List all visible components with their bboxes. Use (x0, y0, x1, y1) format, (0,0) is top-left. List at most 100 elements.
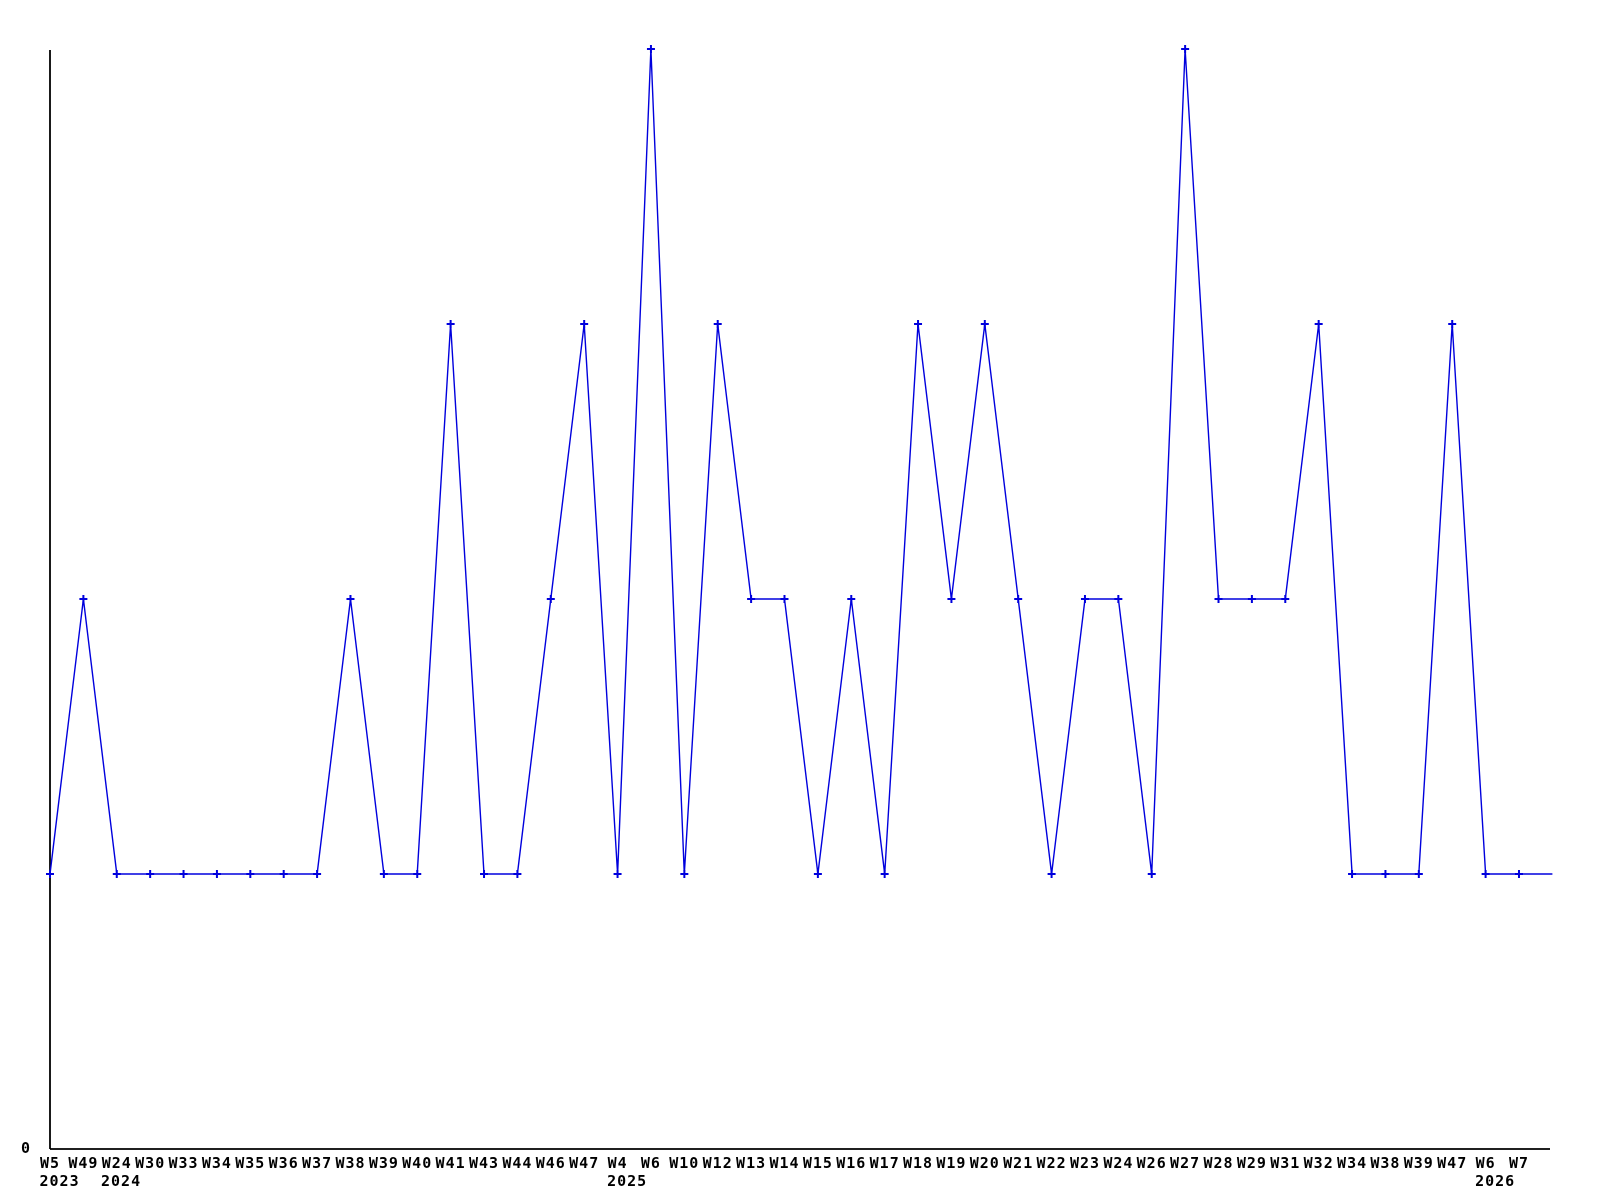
x-tick-label: W47 (1437, 1154, 1467, 1172)
data-point-marker (346, 595, 355, 603)
data-point-marker (1181, 45, 1190, 53)
data-point-marker (212, 870, 221, 878)
data-point-marker (1414, 870, 1423, 878)
x-tick-label: W21 (1003, 1154, 1033, 1172)
x-tick-label: W22 (1037, 1154, 1067, 1172)
x-tick-label: W16 (836, 1154, 866, 1172)
data-point-marker (747, 595, 756, 603)
data-point-marker (880, 870, 889, 878)
data-point-marker (947, 595, 956, 603)
data-point-marker (1348, 870, 1357, 878)
data-point-marker (446, 320, 455, 328)
y-axis-tick-label: 0 (21, 1139, 30, 1157)
axes (49, 50, 1550, 1150)
data-point-marker (379, 870, 388, 878)
data-point-marker (1047, 870, 1056, 878)
data-point-marker (980, 320, 989, 328)
x-tick-label: W19 (936, 1154, 966, 1172)
x-tick-label: W12 (703, 1154, 733, 1172)
data-point-marker (513, 870, 522, 878)
data-point-marker (413, 870, 422, 878)
x-tick-label: W10 (669, 1154, 699, 1172)
x-tick-label: W43 (469, 1154, 499, 1172)
data-point-marker (1314, 320, 1323, 328)
x-tick-label: W30 (135, 1154, 165, 1172)
data-point-marker (146, 870, 155, 878)
x-tick-label: W40 (402, 1154, 432, 1172)
data-point-marker (813, 870, 822, 878)
data-point-marker (246, 870, 255, 878)
data-point-marker (112, 870, 121, 878)
data-point-marker (480, 870, 489, 878)
data-point-marker (780, 595, 789, 603)
data-point-marker (847, 595, 856, 603)
x-tick-label: W37 (302, 1154, 332, 1172)
data-point-marker (279, 870, 288, 878)
data-point-marker (1080, 595, 1089, 603)
x-tick-label: W18 (903, 1154, 933, 1172)
data-point-marker (179, 870, 188, 878)
data-point-marker (1481, 870, 1490, 878)
x-tick-label: W29 (1237, 1154, 1267, 1172)
x-tick-label: W13 (736, 1154, 766, 1172)
series-line (49, 48, 1553, 875)
x-tick-label: W4 (608, 1154, 628, 1172)
data-point-marker (1214, 595, 1223, 603)
x-tick-label: W34 (202, 1154, 232, 1172)
data-point-marker (1448, 320, 1457, 328)
x-tick-label: W39 (1404, 1154, 1434, 1172)
x-axis-tick-labels: W5 W49 W24 W30 W33 W34 W35 W36 W37 W38 W39 W40 W41 W4… (40, 1154, 1529, 1172)
x-tick-label: W36 (269, 1154, 299, 1172)
x-tick-label: W33 (168, 1154, 198, 1172)
x-tick-label: W41 (436, 1154, 466, 1172)
x-tick-label: W6 (1476, 1154, 1496, 1172)
data-point-marker (79, 595, 88, 603)
data-point-marker (680, 870, 689, 878)
data-point-marker (1014, 595, 1023, 603)
x-tick-label: W24 (1103, 1154, 1133, 1172)
x-tick-label: W6 (641, 1154, 661, 1172)
x-year-label: 2024 (101, 1172, 141, 1190)
x-tick-label: W49 (68, 1154, 98, 1172)
x-axis-year-labels: 2023 2024 2025 2026 (40, 1172, 1515, 1190)
x-tick-label: W5 (40, 1154, 60, 1172)
x-tick-label: W15 (803, 1154, 833, 1172)
x-tick-label: W14 (769, 1154, 799, 1172)
x-tick-label: W7 (1509, 1154, 1529, 1172)
x-tick-label: W47 (569, 1154, 599, 1172)
x-tick-label: W35 (235, 1154, 265, 1172)
x-tick-label: W38 (335, 1154, 365, 1172)
data-point-marker (713, 320, 722, 328)
data-point-marker (546, 595, 555, 603)
x-tick-label: W31 (1270, 1154, 1300, 1172)
data-point-marker (46, 870, 54, 878)
data-point-markers (46, 45, 1523, 878)
x-year-label: 2026 (1475, 1172, 1515, 1190)
x-year-label: 2023 (40, 1172, 80, 1190)
data-point-marker (914, 320, 923, 328)
x-tick-label: W38 (1370, 1154, 1400, 1172)
x-tick-label: W28 (1203, 1154, 1233, 1172)
data-point-marker (1381, 870, 1390, 878)
x-tick-label: W39 (369, 1154, 399, 1172)
x-tick-label: W32 (1304, 1154, 1334, 1172)
data-point-marker (1514, 870, 1523, 878)
data-point-marker (580, 320, 589, 328)
x-tick-label: W26 (1137, 1154, 1167, 1172)
data-point-marker (646, 45, 655, 53)
data-point-marker (1147, 870, 1156, 878)
x-tick-label: W24 (102, 1154, 132, 1172)
data-point-marker (613, 870, 622, 878)
x-tick-label: W34 (1337, 1154, 1367, 1172)
x-year-label: 2025 (607, 1172, 647, 1190)
data-point-marker (1114, 595, 1123, 603)
x-tick-label: W27 (1170, 1154, 1200, 1172)
data-point-marker (1247, 595, 1256, 603)
x-tick-label: W46 (536, 1154, 566, 1172)
data-point-marker (313, 870, 322, 878)
x-tick-label: W23 (1070, 1154, 1100, 1172)
x-tick-label: W44 (502, 1154, 532, 1172)
data-point-marker (1281, 595, 1290, 603)
